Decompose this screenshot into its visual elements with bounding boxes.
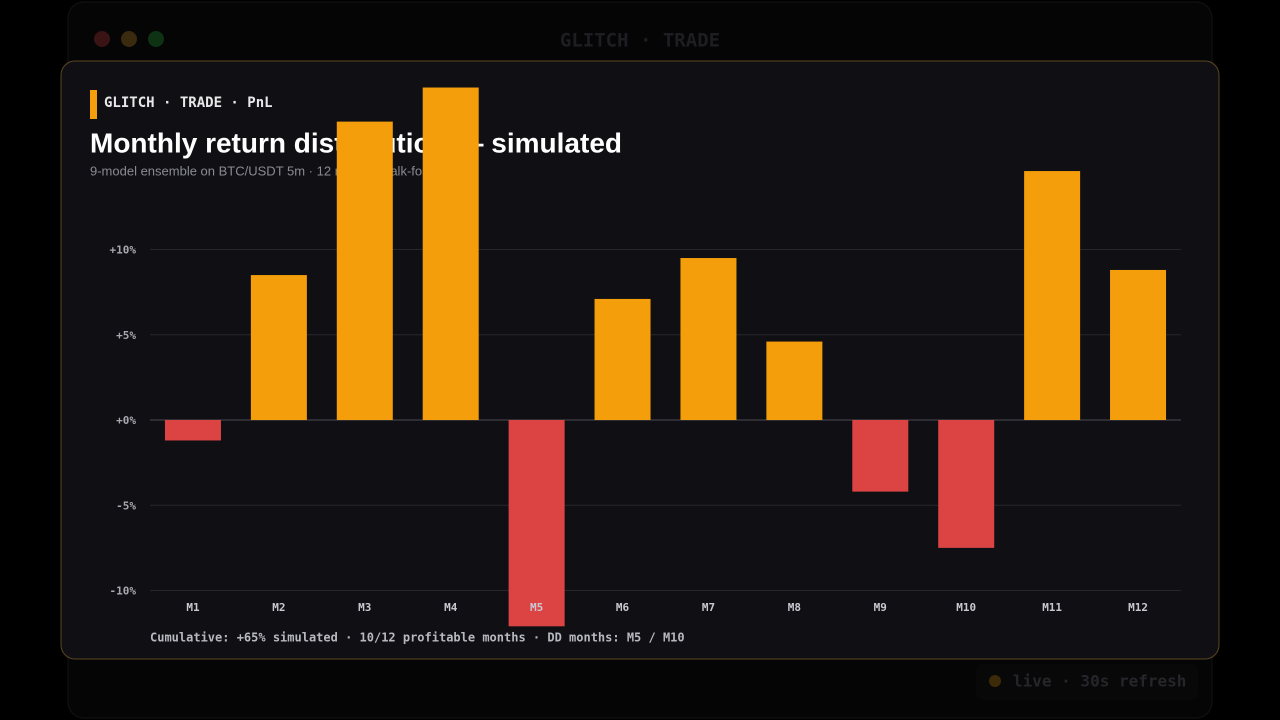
eyebrow-accent [90, 90, 97, 119]
y-tick-label: +10% [110, 244, 137, 257]
bar [766, 341, 823, 420]
bar [164, 420, 221, 441]
y-tick-label: -10% [110, 585, 137, 598]
x-tick-label: M7 [702, 601, 715, 614]
window-close[interactable] [94, 31, 110, 47]
x-tick-label: M11 [1042, 601, 1062, 614]
x-tick-label: M1 [186, 601, 200, 614]
bar [336, 121, 393, 420]
bar [422, 87, 479, 421]
x-tick-label: M12 [1128, 601, 1148, 614]
bar [852, 420, 909, 492]
y-tick-label: +0% [116, 414, 136, 427]
x-tick-label: M6 [616, 601, 630, 614]
x-tick-label: M3 [358, 601, 371, 614]
window-title: GLITCH · TRADE [560, 30, 720, 52]
bar [938, 420, 995, 548]
y-tick-label: -5% [116, 499, 136, 512]
bar [508, 420, 565, 627]
x-tick-label: M5 [530, 601, 543, 614]
eyebrow: GLITCH · TRADE · PnL [104, 95, 273, 111]
bar [680, 258, 737, 420]
y-tick-label: +5% [116, 329, 136, 342]
status-text: live · 30s refresh [1013, 672, 1186, 691]
x-tick-label: M8 [788, 601, 801, 614]
x-tick-label: M9 [874, 601, 887, 614]
status-dot [989, 675, 1001, 687]
chart-subtitle: 9-model ensemble on BTC/USDT 5m · 12 mon… [90, 163, 455, 178]
bar [594, 298, 651, 420]
x-tick-label: M10 [956, 601, 976, 614]
window-maximize[interactable] [148, 31, 164, 47]
window-minimize[interactable] [121, 31, 137, 47]
bar [1110, 269, 1167, 420]
status-pill [976, 664, 1198, 700]
x-tick-label: M4 [444, 601, 458, 614]
x-tick-label: M2 [272, 601, 285, 614]
bar [250, 275, 307, 420]
bar [1024, 171, 1081, 420]
chart-footer: Cumulative: +65% simulated · 10/12 profi… [150, 631, 685, 645]
